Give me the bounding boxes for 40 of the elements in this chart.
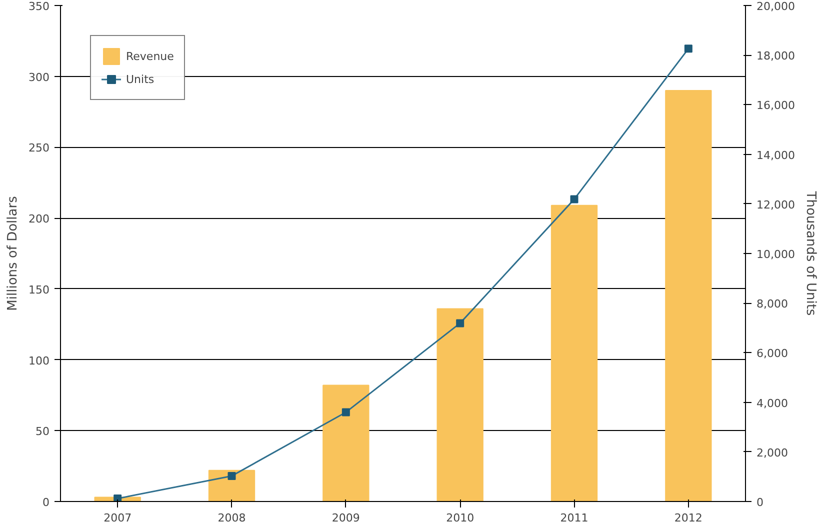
y-tick-label: 250 [28, 142, 50, 155]
point [570, 195, 578, 204]
legend-label: Units [126, 72, 154, 86]
y2-tick-label: 8,000 [756, 298, 788, 311]
bar [208, 470, 256, 502]
point [456, 319, 464, 328]
bar [550, 204, 598, 502]
point [684, 44, 692, 53]
y-axis-title: Millions of Dollars [6, 196, 21, 311]
y-tick-label: 100 [28, 354, 50, 368]
x-tick-label: 2010 [446, 512, 474, 524]
x-tick-label: 2007 [104, 512, 132, 524]
y2-tick-label: 16,000 [756, 99, 795, 112]
y-tick-label: 50 [36, 425, 50, 438]
y-tick-label: 350 [28, 0, 50, 13]
x-tick-label: 2012 [674, 512, 702, 524]
y2-tick-label: 12,000 [756, 198, 795, 212]
y-tick-label: 300 [28, 70, 50, 84]
bar [436, 308, 484, 502]
y2-tick-label: 18,000 [756, 50, 795, 63]
point [114, 494, 122, 502]
x-tick-label: 2011 [560, 512, 588, 524]
y-tick-label: 0 [42, 496, 50, 509]
y2-tick-label: 20,000 [756, 0, 795, 13]
y2-tick-label: 2,000 [756, 446, 788, 460]
legend-label: Revenue [126, 50, 174, 62]
y2-tick-label: 4,000 [756, 396, 788, 410]
x-tick-label: 2009 [332, 512, 360, 524]
bar [665, 90, 712, 502]
x-tick-label: 2008 [218, 512, 246, 524]
bar [322, 384, 370, 502]
y2-tick-label: 14,000 [756, 148, 795, 162]
y-tick-label: 200 [28, 212, 50, 226]
y2-tick-label: 10,000 [756, 248, 795, 261]
y-tick-label: 150 [28, 283, 50, 296]
y2-tick-label: 0 [756, 496, 764, 509]
point [342, 408, 350, 416]
point [228, 472, 236, 480]
y2-tick-label: 6,000 [756, 347, 788, 360]
y2-axis-title: Thousands of Units [802, 190, 818, 316]
